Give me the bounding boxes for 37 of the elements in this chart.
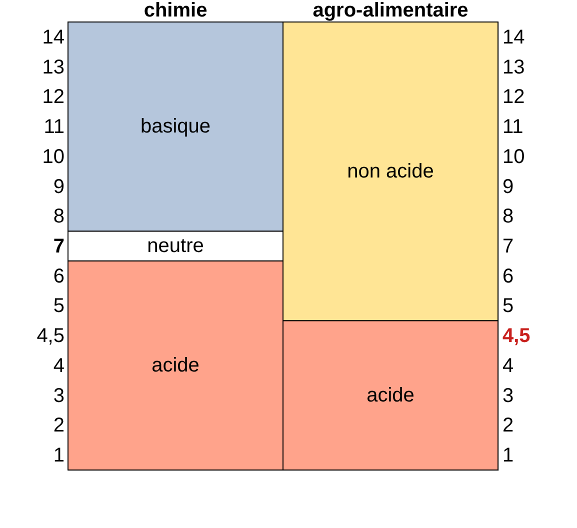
y2-tick-label: 11 [502, 116, 524, 138]
x-tick-label: agro-alimentaire [312, 0, 468, 22]
y2-tick-label: 4,5 [502, 325, 530, 348]
y2-tick-label: 9 [502, 176, 514, 198]
y-tick-label: 4 [53, 354, 64, 377]
y-tick-label: 6 [53, 265, 64, 288]
y-tick-label: 9 [53, 176, 64, 198]
y2-tick-label: 3 [502, 384, 514, 407]
y-tick-label: 1 [53, 444, 64, 467]
y2-tick-label: 10 [502, 146, 525, 168]
y-tick-label: 10 [42, 146, 64, 168]
y2-tick-label: 12 [502, 86, 525, 108]
y2-tick-label: 7 [502, 236, 514, 258]
y-tick-label: 7 [53, 236, 64, 258]
y-tick-label: 3 [53, 384, 64, 407]
series-label: acide [366, 384, 414, 406]
y-tick-label: 4,5 [36, 325, 64, 348]
y-tick-label: 13 [42, 56, 64, 78]
y-tick-label: 11 [44, 116, 64, 138]
series-label: neutre [147, 235, 204, 257]
series-label: non acide [347, 160, 434, 182]
y2-tick-label: 13 [502, 56, 525, 78]
y2-tick-label: 14 [502, 26, 525, 48]
y-tick-label: 5 [53, 295, 64, 318]
text: acide [152, 354, 200, 376]
y2-tick-label: 5 [502, 295, 514, 318]
y2-tick-label: 6 [502, 265, 514, 288]
y-tick-label: 12 [42, 86, 64, 108]
y2-tick-label: 2 [502, 414, 514, 437]
x-tick-label: chimie [144, 0, 208, 22]
y2-tick-label: 1 [502, 444, 514, 467]
y-tick-label: 14 [42, 26, 64, 48]
y-tick-label: 2 [53, 414, 64, 437]
y2-tick-label: 8 [502, 206, 514, 228]
series-label: basique [140, 116, 211, 138]
y-tick-label: 8 [53, 206, 64, 228]
y2-tick-label: 4 [502, 354, 514, 377]
